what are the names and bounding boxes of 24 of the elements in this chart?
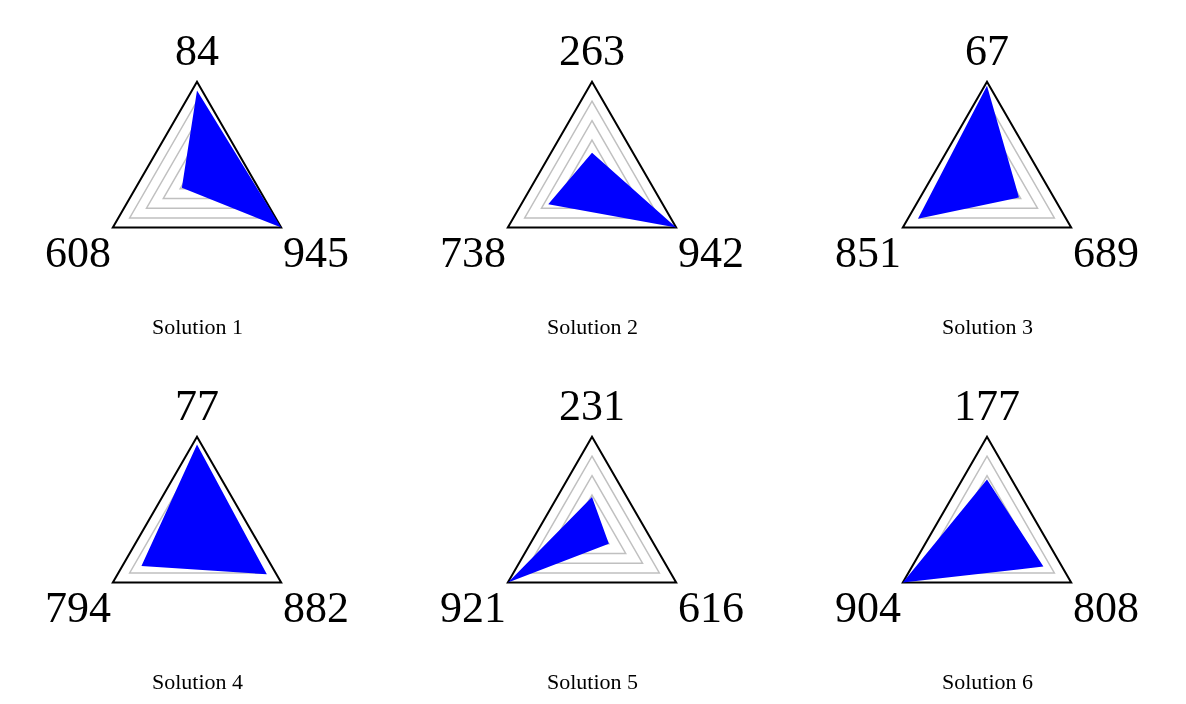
spoke-label: 616 bbox=[677, 582, 744, 632]
text: Solution 2 bbox=[546, 313, 639, 339]
spoke-label: 904 bbox=[835, 582, 902, 632]
spoke-label: 808 bbox=[1072, 582, 1139, 632]
text: Solution 4 bbox=[151, 668, 244, 694]
spoke-label: 794 bbox=[45, 582, 112, 632]
spoke-label: 689 bbox=[1072, 227, 1139, 277]
text: Solution 1 bbox=[151, 313, 244, 339]
spoke-label: 77 bbox=[175, 380, 219, 430]
spoke-label: 608 bbox=[45, 227, 112, 277]
spoke-label: 921 bbox=[440, 582, 507, 632]
text: Solution 6 bbox=[941, 668, 1034, 694]
text: Solution 3 bbox=[941, 313, 1034, 339]
spoke-label: 231 bbox=[559, 380, 625, 430]
spoke-label: 263 bbox=[559, 25, 625, 75]
spoke-label: 177 bbox=[954, 380, 1020, 430]
spoke-label: 738 bbox=[440, 227, 507, 277]
text: Solution 5 bbox=[546, 668, 639, 694]
spoke-label: 851 bbox=[835, 227, 902, 277]
spoke-label: 84 bbox=[175, 25, 219, 75]
spoke-label: 67 bbox=[965, 25, 1009, 75]
spoke-label: 882 bbox=[282, 582, 349, 632]
spoke-label: 945 bbox=[282, 227, 349, 277]
spoke-label: 942 bbox=[677, 227, 744, 277]
